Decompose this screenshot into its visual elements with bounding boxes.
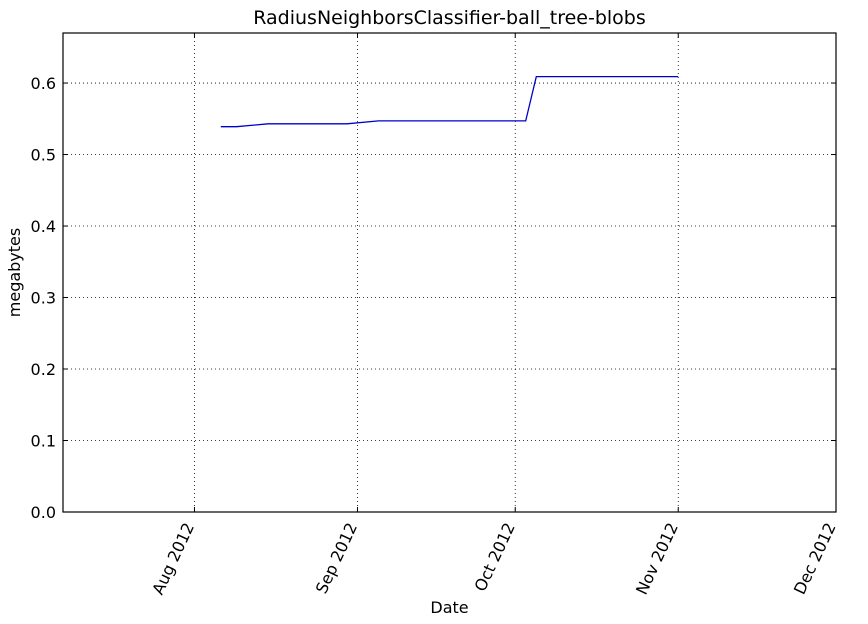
plot-area-frame [62,32,837,513]
series-layer [220,75,679,128]
x-axis-label: Date [430,598,468,617]
y-tick-label: 0.0 [31,503,56,522]
y-tick-label: 0.5 [31,146,56,165]
y-tick-label: 0.2 [31,360,56,379]
chart-title: RadiusNeighborsClassifier-ball_tree-blob… [253,7,646,29]
grid [63,33,837,513]
y-axis-label: megabytes [5,228,24,317]
y-tick-label: 0.3 [31,289,56,308]
y-tick-label: 0.6 [31,74,56,93]
y-tick-label: 0.4 [31,217,56,236]
series-line [220,75,679,128]
y-tick-label: 0.1 [31,432,56,451]
